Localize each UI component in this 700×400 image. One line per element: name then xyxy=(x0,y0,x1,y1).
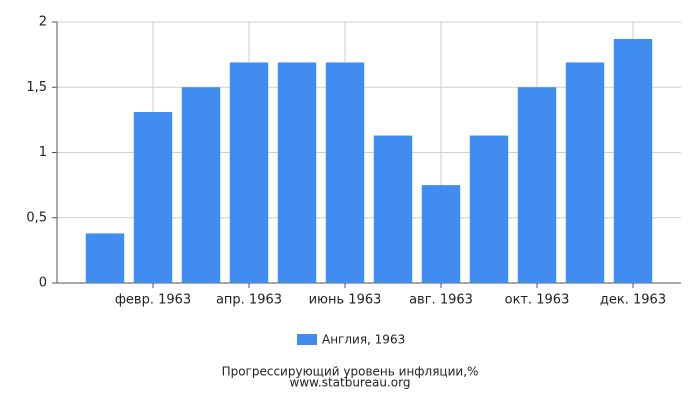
bar xyxy=(277,62,317,283)
y-tick-label: 2 xyxy=(39,15,47,30)
legend-label: Англия, 1963 xyxy=(322,333,405,347)
x-tick-label: февр. 1963 xyxy=(115,293,191,308)
bar xyxy=(229,62,269,283)
x-tick-label: июнь 1963 xyxy=(309,293,382,308)
bar xyxy=(421,185,461,283)
footer-title: Прогрессирующий уровень инфляции,% xyxy=(222,365,479,379)
y-tick-label: 1 xyxy=(39,145,47,160)
bar xyxy=(469,135,509,283)
y-tick-label: 0,5 xyxy=(26,210,47,225)
bar xyxy=(325,62,365,283)
bar xyxy=(373,135,413,283)
footer-source: www.statbureau.org xyxy=(290,376,411,390)
x-tick-label: апр. 1963 xyxy=(216,293,282,308)
x-tick-label: авг. 1963 xyxy=(409,293,473,308)
bar xyxy=(565,62,605,283)
x-tick-label: окт. 1963 xyxy=(505,293,570,308)
x-tick-label: дек. 1963 xyxy=(600,293,666,308)
bar xyxy=(181,87,221,283)
bar xyxy=(517,87,557,283)
bar xyxy=(133,112,173,283)
y-tick-label: 0 xyxy=(39,276,47,291)
bar xyxy=(85,233,125,283)
bar xyxy=(613,38,653,284)
y-tick-label: 1,5 xyxy=(26,80,47,95)
legend-swatch xyxy=(297,334,317,345)
